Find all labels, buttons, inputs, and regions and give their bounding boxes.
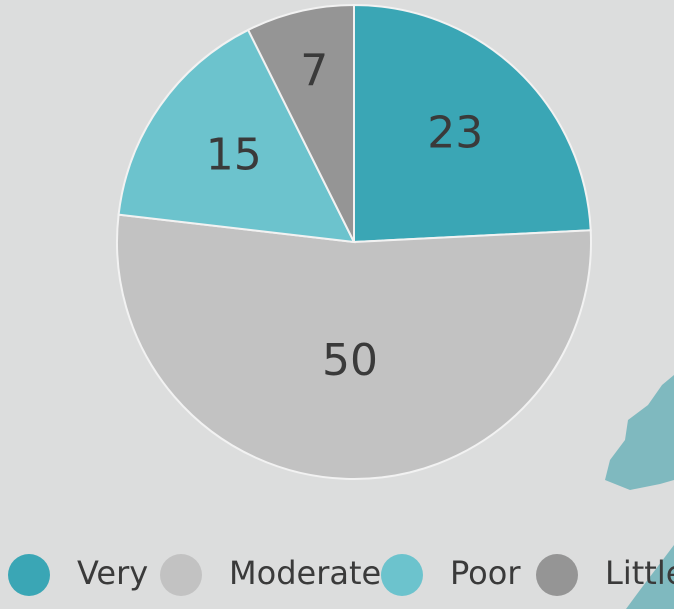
legend-marker: [8, 554, 50, 596]
legend-marker: [160, 554, 202, 596]
data-label: 7: [300, 46, 328, 97]
legend-marker: [536, 554, 578, 596]
legend-label: Little: [605, 554, 674, 592]
legend-label: Very: [77, 554, 148, 592]
legend-marker: [381, 554, 423, 596]
chart: 23 50 15 7 Very Moderate Poor Little: [0, 0, 674, 609]
data-label: 15: [206, 130, 262, 181]
legend-label: Poor: [450, 554, 521, 592]
data-label: 23: [427, 108, 483, 159]
data-label: 50: [322, 335, 378, 386]
legend-label: Moderate: [229, 554, 381, 592]
